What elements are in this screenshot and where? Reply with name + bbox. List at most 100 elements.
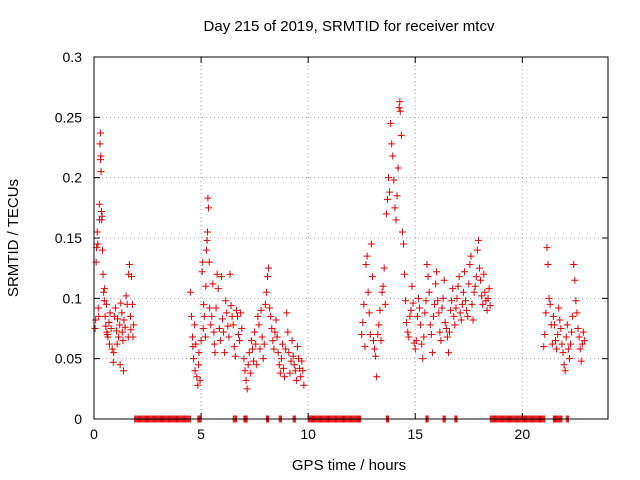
data-point xyxy=(215,325,223,332)
data-point xyxy=(271,328,279,336)
data-point xyxy=(451,321,459,329)
data-point xyxy=(372,352,380,360)
data-point xyxy=(265,264,273,272)
data-point xyxy=(202,282,210,290)
data-point xyxy=(366,331,374,339)
data-point xyxy=(246,369,254,377)
data-point xyxy=(202,246,210,254)
data-point xyxy=(96,129,104,137)
data-point xyxy=(118,328,126,336)
y-tick-label: 0.3 xyxy=(63,49,83,65)
data-point xyxy=(414,294,422,302)
data-point xyxy=(555,304,563,312)
data-point xyxy=(192,340,200,348)
data-point xyxy=(257,306,265,314)
data-point xyxy=(195,349,203,357)
data-point xyxy=(544,261,552,269)
data-point xyxy=(578,340,586,348)
data-point xyxy=(267,312,275,320)
data-point xyxy=(431,300,439,308)
data-point xyxy=(405,333,413,341)
data-point xyxy=(442,325,450,332)
x-tick-label: 5 xyxy=(197,426,205,442)
data-point xyxy=(561,367,569,375)
data-point xyxy=(486,302,494,310)
data-point xyxy=(263,273,271,281)
data-point xyxy=(559,349,567,357)
data-point xyxy=(95,312,103,320)
data-point xyxy=(457,316,465,324)
x-tick-label: 15 xyxy=(407,426,423,442)
y-tick-label: 0 xyxy=(74,411,82,427)
data-point xyxy=(236,337,244,345)
data-point xyxy=(106,309,114,317)
data-point xyxy=(416,304,424,312)
y-tick-label: 0.25 xyxy=(55,109,82,125)
data-point xyxy=(411,345,419,353)
data-point xyxy=(193,373,201,381)
data-point xyxy=(361,343,369,351)
data-point xyxy=(429,312,437,320)
data-point xyxy=(452,304,460,312)
data-point xyxy=(127,326,135,334)
data-point xyxy=(112,327,120,335)
data-point xyxy=(251,328,259,336)
data-point xyxy=(99,270,107,278)
data-point xyxy=(98,212,106,220)
data-point xyxy=(281,373,289,381)
data-point xyxy=(484,294,492,302)
data-point xyxy=(122,292,130,300)
data-point xyxy=(100,288,108,296)
data-point xyxy=(450,312,458,320)
data-point xyxy=(100,297,108,305)
data-point xyxy=(109,358,117,366)
data-point xyxy=(436,328,444,336)
data-point xyxy=(550,321,558,329)
data-point xyxy=(373,373,381,381)
data-point xyxy=(190,355,198,363)
data-point xyxy=(469,316,477,324)
data-point xyxy=(471,282,479,290)
data-point xyxy=(91,325,99,332)
data-point xyxy=(282,345,290,353)
data-point xyxy=(253,361,261,369)
data-point xyxy=(272,316,280,324)
data-point xyxy=(554,331,562,339)
data-point xyxy=(111,304,119,312)
data-point xyxy=(217,273,225,281)
data-point xyxy=(479,300,487,308)
data-point xyxy=(238,325,246,332)
data-point xyxy=(563,321,571,329)
data-point xyxy=(94,304,102,312)
data-point xyxy=(393,192,401,200)
data-point xyxy=(470,288,478,296)
data-point xyxy=(403,318,411,326)
data-point xyxy=(377,337,385,345)
data-point xyxy=(189,333,197,341)
data-point xyxy=(243,385,251,393)
data-point xyxy=(389,152,397,160)
data-point xyxy=(198,268,206,276)
data-point xyxy=(560,361,568,369)
data-point xyxy=(210,328,218,336)
data-point xyxy=(553,345,561,353)
data-point xyxy=(477,276,485,284)
x-tick-label: 20 xyxy=(515,426,531,442)
data-point xyxy=(380,264,388,272)
data-point xyxy=(557,325,565,332)
data-point xyxy=(435,309,443,317)
data-point xyxy=(201,333,209,341)
data-point xyxy=(575,333,583,341)
data-point xyxy=(119,337,127,345)
data-point xyxy=(219,315,226,323)
data-point xyxy=(254,312,262,320)
data-point xyxy=(358,331,366,339)
data-point xyxy=(447,306,455,314)
data-point xyxy=(472,273,480,281)
data-point xyxy=(543,244,551,252)
data-point xyxy=(572,297,580,305)
data-point xyxy=(200,312,208,320)
data-point xyxy=(230,343,238,351)
data-point xyxy=(206,304,214,312)
data-point xyxy=(446,328,454,336)
